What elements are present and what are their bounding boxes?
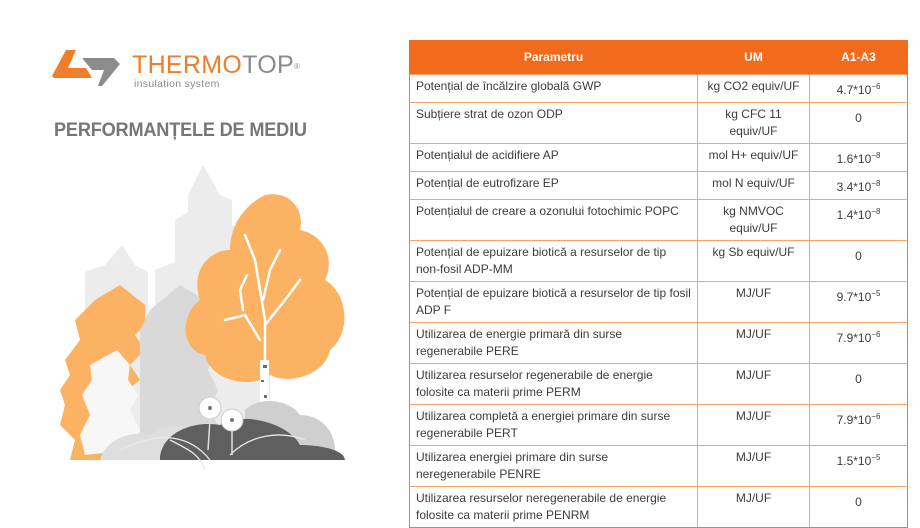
logo-arrows-icon (52, 50, 120, 86)
table-row: Potențial de epuizare biotică a resursel… (409, 281, 908, 323)
param-cell: Potențialul de creare a ozonului fotochi… (409, 199, 698, 241)
table-row: Subțiere strat de ozon ODP kg CFC 11 equ… (409, 102, 908, 144)
table-row: Utilizarea de energie primară din surse … (409, 322, 908, 364)
param-cell: Utilizarea de energie primară din surse … (409, 322, 698, 364)
value-cell: 3.4*10−8 (809, 171, 908, 200)
column-header-a1-a3: A1-A3 (809, 40, 908, 75)
thermotop-logo: THERMOTOP® insulation system (52, 48, 302, 93)
table-row: Utilizarea energiei primare din surse ne… (409, 445, 908, 487)
value-cell: 0 (809, 240, 908, 282)
table-row: Potențial de încălzire globală GWP kg CO… (409, 74, 908, 103)
param-cell: Subțiere strat de ozon ODP (409, 102, 698, 144)
logo-wordmark: THERMOTOP® (132, 51, 301, 79)
param-cell: Potențial de epuizare biotică a resursel… (409, 240, 698, 282)
value-cell: 0 (809, 102, 908, 144)
param-cell: Potențialul de acidifiere AP (409, 143, 698, 172)
table-row: Potențialul de creare a ozonului fotochi… (409, 199, 908, 241)
param-cell: Utilizarea energiei primare din surse ne… (409, 445, 698, 487)
unit-cell: MJ/UF (697, 445, 810, 487)
unit-cell: kg NMVOC equiv/UF (697, 199, 810, 241)
unit-cell: MJ/UF (697, 281, 810, 323)
unit-cell: kg CO2 equiv/UF (697, 74, 810, 103)
column-header-parameter: Parametru (409, 40, 698, 75)
param-cell: Potențial de încălzire globală GWP (409, 74, 698, 103)
environmental-performance-table: Parametru UM A1-A3 Potențial de încălzir… (409, 40, 908, 528)
unit-cell: kg CFC 11 equiv/UF (697, 102, 810, 144)
value-cell: 1.5*10−5 (809, 445, 908, 487)
value-cell: 0 (809, 486, 908, 528)
unit-cell: MJ/UF (697, 363, 810, 405)
forest-illustration (60, 165, 345, 471)
value-cell: 9.7*10−5 (809, 281, 908, 323)
param-cell: Potențial de eutrofizare EP (409, 171, 698, 200)
table-row: Potențialul de acidifiere AP mol H+ equi… (409, 143, 908, 172)
unit-cell: MJ/UF (697, 322, 810, 364)
value-cell: 1.4*10−8 (809, 199, 908, 241)
logo-tagline: insulation system (134, 78, 220, 90)
page-title: PERFORMANȚELE DE MEDIU (54, 119, 307, 141)
table-row: Utilizarea completă a energiei primare d… (409, 404, 908, 446)
param-cell: Potențial de epuizare biotică a resursel… (409, 281, 698, 323)
value-cell: 4.7*10−6 (809, 74, 908, 103)
table-header-row: Parametru UM A1-A3 (409, 40, 908, 75)
value-cell: 7.9*10−6 (809, 404, 908, 446)
table-row: Potențial de epuizare biotică a resursel… (409, 240, 908, 282)
param-cell: Utilizarea resurselor regenerabile de en… (409, 363, 698, 405)
unit-cell: kg Sb equiv/UF (697, 240, 810, 282)
unit-cell: mol H+ equiv/UF (697, 143, 810, 172)
unit-cell: MJ/UF (697, 404, 810, 446)
param-cell: Utilizarea completă a energiei primare d… (409, 404, 698, 446)
table-row: Potențial de eutrofizare EP mol N equiv/… (409, 171, 908, 200)
param-cell: Utilizarea resurselor neregenerabile de … (409, 486, 698, 528)
unit-cell: mol N equiv/UF (697, 171, 810, 200)
unit-cell: MJ/UF (697, 486, 810, 528)
value-cell: 1.6*10−8 (809, 143, 908, 172)
value-cell: 7.9*10−6 (809, 322, 908, 364)
column-header-unit: UM (697, 40, 810, 75)
value-cell: 0 (809, 363, 908, 405)
table-row: Utilizarea resurselor neregenerabile de … (409, 486, 908, 528)
table-row: Utilizarea resurselor regenerabile de en… (409, 363, 908, 405)
